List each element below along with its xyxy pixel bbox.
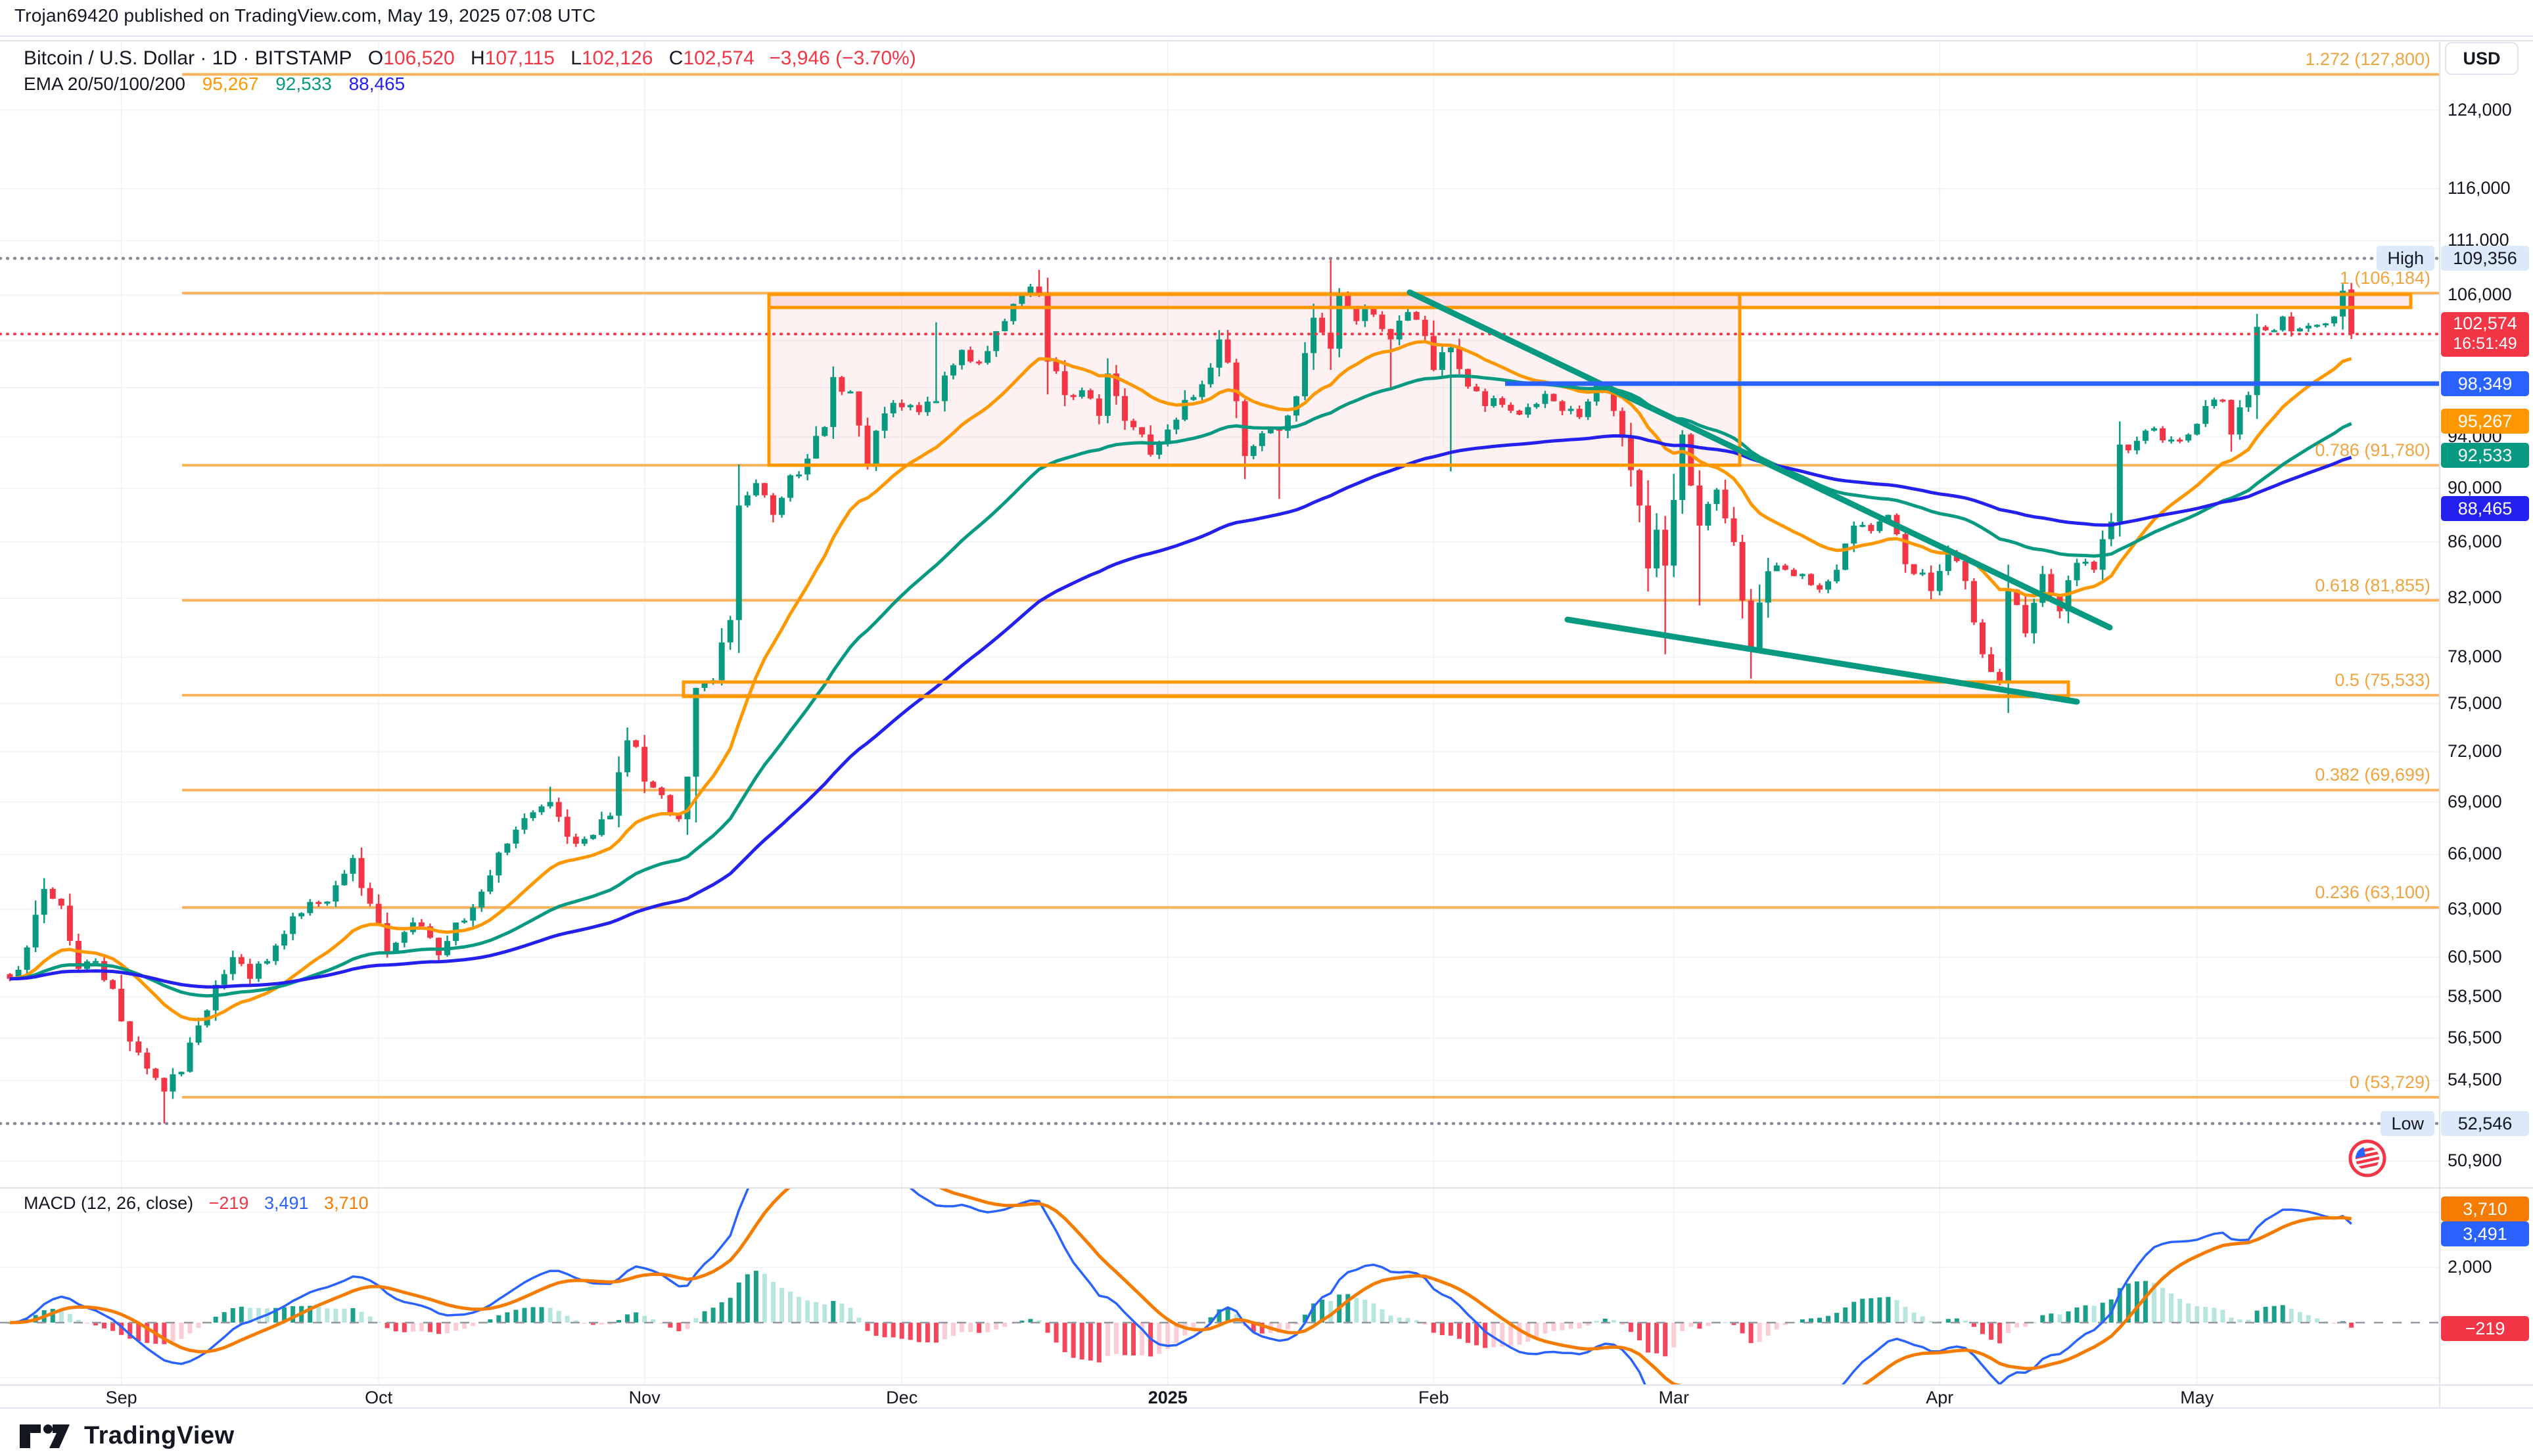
symbol-title: Bitcoin / U.S. Dollar · 1D · BITSTAMP <box>24 47 352 69</box>
tradingview-logo[interactable]: TradingView <box>18 1422 235 1450</box>
price-axis-label: 60,500 <box>2448 946 2502 967</box>
currency-toggle-button[interactable]: USD <box>2445 42 2519 75</box>
price-axis-badge: 109,356 <box>2441 246 2529 271</box>
price-axis-label: 50,900 <box>2448 1150 2502 1171</box>
fib-level-label-7: 0 (53,729) <box>2349 1072 2430 1092</box>
price-axis-label: 124,000 <box>2448 99 2512 120</box>
fib-level-label-4: 0.5 (75,533) <box>2335 670 2430 691</box>
macd-axis-badge: −219 <box>2441 1316 2529 1341</box>
macd-axis-badge: 3,491 <box>2441 1221 2529 1246</box>
price-axis-label: 66,000 <box>2448 844 2502 864</box>
marker-chip-high: High <box>2377 246 2434 271</box>
price-axis-badge: 92,533 <box>2441 443 2529 468</box>
time-axis-label-sep: Sep <box>105 1388 137 1407</box>
time-axis-label-oct: Oct <box>365 1388 393 1407</box>
price-axis-label: 56,500 <box>2448 1027 2502 1047</box>
pane-borders <box>0 35 2533 1409</box>
macd-legend-title: MACD (12, 26, close) <box>24 1193 194 1213</box>
close-label: C <box>668 47 684 69</box>
price-axis-label: 82,000 <box>2448 587 2502 608</box>
fib-level-label-2: 0.786 (91,780) <box>2315 440 2430 461</box>
ema100-value: 88,465 <box>348 74 406 94</box>
macd-signal-value: 3,710 <box>324 1193 369 1213</box>
macd-axis-badge: 3,710 <box>2441 1196 2529 1221</box>
price-axis-label: 58,500 <box>2448 986 2502 1007</box>
marker-lines <box>0 257 2442 1126</box>
economic-event-flag-icon <box>2348 1139 2386 1177</box>
tradingview-logo-icon <box>20 1424 70 1448</box>
price-axis-label: 54,500 <box>2448 1070 2502 1090</box>
price-axis-label: 86,000 <box>2448 531 2502 551</box>
macd-line-value: 3,491 <box>264 1193 309 1213</box>
zone-fills <box>684 294 2411 696</box>
tradingview-logo-text: TradingView <box>84 1422 235 1449</box>
time-axis-label-nov: Nov <box>628 1388 661 1407</box>
low-value: 102,126 <box>581 47 653 69</box>
macd-axis-label: 2,000 <box>2448 1257 2492 1277</box>
price-axis-label: 72,000 <box>2448 741 2502 762</box>
price-axis-label: 78,000 <box>2448 647 2502 667</box>
time-axis-label-may: May <box>2180 1388 2214 1407</box>
low-label: L <box>570 47 582 69</box>
change-value: −3,946 (−3.70%) <box>769 47 916 69</box>
price-axis-badge: 52,546 <box>2441 1111 2529 1136</box>
price-axis-badge: 95,267 <box>2441 409 2529 434</box>
price-axis-badge: 102,574 16:51:49 <box>2441 312 2529 357</box>
fib-level-label-1: 1 (106,184) <box>2339 268 2430 288</box>
open-label: O <box>367 47 384 69</box>
marker-chip-low: Low <box>2381 1111 2434 1136</box>
close-value: 102,574 <box>683 47 755 69</box>
fib-level-label-0: 1.272 (127,800) <box>2305 49 2430 70</box>
high-label: H <box>471 47 485 69</box>
ema-legend[interactable]: EMA 20/50/100/200 95,267 92,533 88,465 <box>24 74 405 95</box>
open-value: 106,520 <box>383 47 455 69</box>
ema-legend-title: EMA 20/50/100/200 <box>24 74 185 94</box>
price-axis-label: 106,000 <box>2448 284 2512 305</box>
price-axis-label: 116,000 <box>2448 178 2511 198</box>
price-axis-label: 90,000 <box>2448 478 2502 498</box>
publish-line: Trojan69420 published on TradingView.com… <box>14 5 596 26</box>
drawings <box>682 289 2440 705</box>
ema20-value: 95,267 <box>202 74 259 94</box>
high-value: 107,115 <box>484 47 555 69</box>
fib-level-label-5: 0.382 (69,699) <box>2315 765 2430 785</box>
time-axis-label-feb: Feb <box>1418 1388 1449 1407</box>
fib-lines <box>182 73 2440 1099</box>
price-axis-label: 63,000 <box>2448 899 2502 919</box>
gridlines <box>0 41 2440 1385</box>
symbol-legend[interactable]: Bitcoin / U.S. Dollar · 1D · BITSTAMP O1… <box>24 47 916 70</box>
price-axis-label: 69,000 <box>2448 791 2502 811</box>
price-axis-label: 75,000 <box>2448 693 2502 713</box>
macd-legend[interactable]: MACD (12, 26, close) −219 3,491 3,710 <box>24 1193 369 1214</box>
price-axis-badge: 98,349 <box>2441 371 2529 396</box>
macd-hist-value: −219 <box>208 1193 249 1213</box>
fib-level-label-6: 0.236 (63,100) <box>2315 882 2430 903</box>
time-axis-label-2025: 2025 <box>1148 1388 1188 1407</box>
fib-level-label-3: 0.618 (81,855) <box>2315 575 2430 595</box>
price-axis-badge: 88,465 <box>2441 496 2529 522</box>
time-axis-label-mar: Mar <box>1658 1388 1689 1407</box>
time-axis-label-apr: Apr <box>1926 1388 1954 1407</box>
macd-pane <box>0 1189 2440 1385</box>
ema50-value: 92,533 <box>275 74 332 94</box>
time-axis-label-dec: Dec <box>886 1388 918 1407</box>
